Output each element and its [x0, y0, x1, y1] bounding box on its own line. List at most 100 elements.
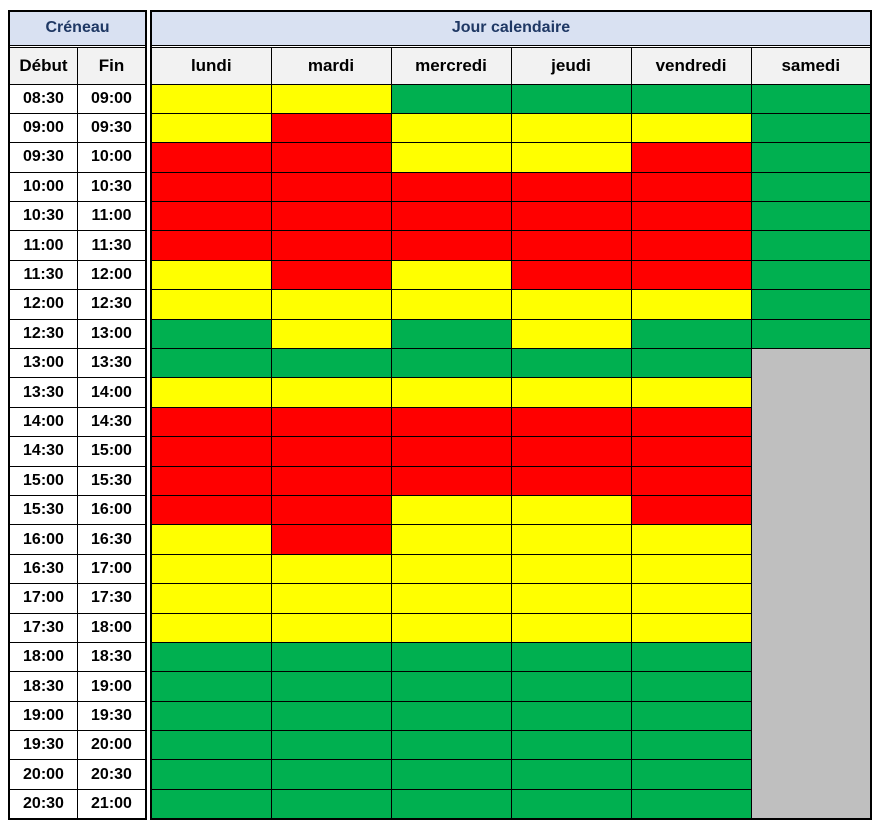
- time-cell[interactable]: 09:30: [77, 112, 147, 144]
- slot-cell[interactable]: [390, 730, 512, 761]
- slot-cell[interactable]: [150, 730, 272, 761]
- time-cell[interactable]: 11:30: [77, 230, 147, 261]
- slot-cell[interactable]: [270, 612, 392, 643]
- slot-cell[interactable]: [390, 142, 512, 173]
- slot-cell[interactable]: [750, 230, 872, 261]
- slot-cell[interactable]: [630, 494, 752, 526]
- time-cell[interactable]: 15:30: [8, 494, 78, 526]
- slot-cell[interactable]: [390, 112, 512, 144]
- slot-cell[interactable]: [270, 112, 392, 144]
- slot-cell[interactable]: [510, 201, 632, 232]
- slot-cell[interactable]: [630, 759, 752, 790]
- slot-cell[interactable]: [270, 406, 392, 438]
- time-cell[interactable]: 15:30: [77, 465, 147, 496]
- time-cell[interactable]: 16:00: [77, 494, 147, 526]
- time-cell[interactable]: 14:30: [8, 436, 78, 467]
- time-cell[interactable]: 19:30: [77, 700, 147, 732]
- slot-cell[interactable]: [750, 142, 872, 173]
- time-cell[interactable]: 14:00: [77, 377, 147, 408]
- slot-cell[interactable]: [510, 230, 632, 261]
- time-cell[interactable]: 12:00: [77, 259, 147, 291]
- time-cell[interactable]: 18:00: [8, 641, 78, 673]
- slot-cell[interactable]: [630, 700, 752, 732]
- slot-cell[interactable]: [270, 730, 392, 761]
- slot-cell[interactable]: [630, 553, 752, 585]
- slot-cell[interactable]: [270, 641, 392, 673]
- slot-cell[interactable]: [270, 524, 392, 555]
- time-cell[interactable]: 09:00: [77, 83, 147, 114]
- time-cell[interactable]: 09:30: [8, 142, 78, 173]
- slot-cell[interactable]: [270, 671, 392, 702]
- slot-cell[interactable]: [150, 289, 272, 320]
- slot-cell[interactable]: [510, 524, 632, 555]
- slot-cell[interactable]: [630, 641, 752, 673]
- slot-cell[interactable]: [630, 671, 752, 702]
- slot-cell[interactable]: [390, 436, 512, 467]
- slot-cell[interactable]: [630, 201, 752, 232]
- slot-cell[interactable]: [270, 788, 392, 820]
- slot-cell[interactable]: [390, 759, 512, 790]
- time-cell[interactable]: 14:30: [77, 406, 147, 438]
- slot-cell[interactable]: [390, 201, 512, 232]
- slot-cell[interactable]: [390, 406, 512, 438]
- slot-cell[interactable]: [510, 553, 632, 585]
- time-cell[interactable]: 11:00: [8, 230, 78, 261]
- slot-cell[interactable]: [510, 671, 632, 702]
- time-cell[interactable]: 11:00: [77, 201, 147, 232]
- slot-cell[interactable]: [510, 465, 632, 496]
- slot-cell[interactable]: [270, 436, 392, 467]
- slot-cell[interactable]: [750, 259, 872, 291]
- slot-cell[interactable]: [510, 289, 632, 320]
- slot-cell[interactable]: [390, 289, 512, 320]
- slot-cell[interactable]: [750, 83, 872, 114]
- slot-cell[interactable]: [150, 465, 272, 496]
- slot-cell[interactable]: [390, 641, 512, 673]
- time-cell[interactable]: 17:00: [8, 583, 78, 614]
- slot-cell[interactable]: [630, 142, 752, 173]
- time-cell[interactable]: 18:00: [77, 612, 147, 643]
- slot-cell[interactable]: [150, 142, 272, 173]
- slot-cell[interactable]: [150, 377, 272, 408]
- slot-cell[interactable]: [270, 201, 392, 232]
- slot-cell[interactable]: [390, 494, 512, 526]
- time-cell[interactable]: 19:00: [8, 700, 78, 732]
- slot-cell[interactable]: [390, 230, 512, 261]
- time-cell[interactable]: 18:30: [77, 641, 147, 673]
- slot-cell[interactable]: [150, 406, 272, 438]
- slot-cell[interactable]: [390, 348, 512, 379]
- slot-cell[interactable]: [510, 788, 632, 820]
- time-cell[interactable]: 13:30: [77, 348, 147, 379]
- slot-cell[interactable]: [390, 700, 512, 732]
- slot-cell[interactable]: [510, 406, 632, 438]
- time-cell[interactable]: 16:30: [77, 524, 147, 555]
- time-cell[interactable]: 09:00: [8, 112, 78, 144]
- slot-cell[interactable]: [630, 289, 752, 320]
- slot-cell[interactable]: [630, 348, 752, 379]
- time-cell[interactable]: 20:00: [8, 759, 78, 790]
- slot-cell[interactable]: [750, 318, 872, 350]
- time-cell[interactable]: 15:00: [77, 436, 147, 467]
- time-cell[interactable]: 17:30: [77, 583, 147, 614]
- slot-cell[interactable]: [270, 348, 392, 379]
- slot-cell[interactable]: [150, 83, 272, 114]
- slot-cell[interactable]: [630, 465, 752, 496]
- slot-cell[interactable]: [510, 730, 632, 761]
- slot-cell[interactable]: [270, 83, 392, 114]
- slot-cell[interactable]: [270, 377, 392, 408]
- slot-cell[interactable]: [150, 230, 272, 261]
- slot-cell[interactable]: [270, 553, 392, 585]
- slot-cell[interactable]: [150, 494, 272, 526]
- slot-cell[interactable]: [510, 142, 632, 173]
- time-cell[interactable]: 13:00: [77, 318, 147, 350]
- slot-cell[interactable]: [390, 612, 512, 643]
- time-cell[interactable]: 17:30: [8, 612, 78, 643]
- slot-cell[interactable]: [630, 583, 752, 614]
- slot-cell[interactable]: [750, 348, 872, 820]
- time-cell[interactable]: 10:30: [77, 171, 147, 203]
- time-cell[interactable]: 12:00: [8, 289, 78, 320]
- slot-cell[interactable]: [150, 641, 272, 673]
- slot-cell[interactable]: [150, 112, 272, 144]
- slot-cell[interactable]: [150, 348, 272, 379]
- slot-cell[interactable]: [510, 112, 632, 144]
- time-cell[interactable]: 11:30: [8, 259, 78, 291]
